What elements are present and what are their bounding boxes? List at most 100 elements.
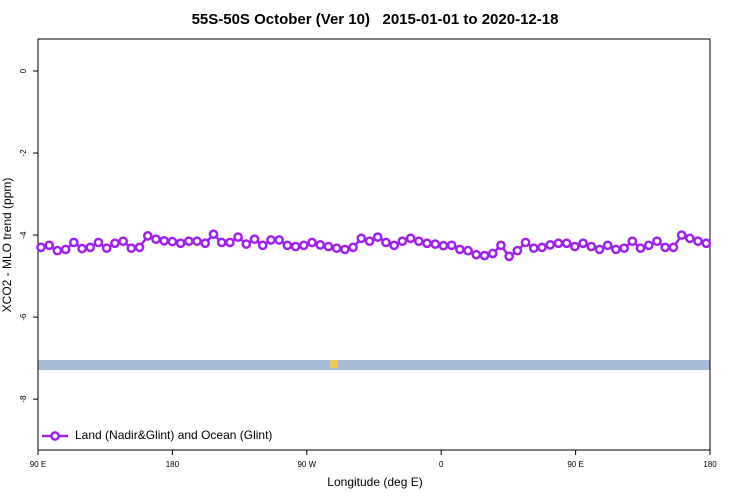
marker [487,248,498,259]
x-tick-label: 180 [166,460,180,469]
marker [471,249,482,260]
x-tick-label: 90 W [297,460,316,469]
marker [635,243,646,254]
y-axis-label: XCO2 - MLO trend (ppm) [0,178,14,313]
marker [619,243,629,254]
marker [446,240,457,251]
y-tick-label: -4 [19,231,28,239]
marker [397,236,408,247]
ocean-strip [38,360,710,370]
marker [463,245,473,256]
marker [652,236,662,247]
marker [413,236,424,247]
marker [249,234,260,245]
marker [430,239,441,249]
marker [134,242,145,253]
marker [159,235,170,246]
marker [545,240,556,250]
marker [348,242,358,253]
marker [142,231,153,241]
marker [290,241,301,252]
marker [36,242,46,253]
marker [512,245,523,256]
marker [693,236,703,247]
marker [381,237,391,248]
y-tick-label: -6 [19,313,28,321]
marker [323,241,334,252]
marker [594,244,605,255]
marker [274,235,285,245]
marker [643,240,654,251]
y-tick-label: -8 [19,395,28,403]
marker [611,244,621,255]
marker [553,238,564,249]
marker [405,233,416,244]
x-tick-label: 180 [703,460,717,469]
marker [520,237,531,248]
marker [298,240,309,251]
x-tick-label: 0 [439,460,444,469]
marker [331,243,342,254]
marker [60,244,71,255]
x-axis-label: Longitude (deg E) [327,475,422,489]
marker [504,251,514,262]
land-patch [330,360,338,368]
marker [257,240,268,251]
marker [340,244,350,255]
marker [183,236,194,247]
marker [479,250,490,261]
legend-label: Land (Nadir&Glint) and Ocean (Glint) [75,428,272,442]
marker [684,233,695,244]
marker [282,240,293,251]
marker [422,238,432,249]
marker [627,236,638,247]
marker [233,232,243,242]
y-tick-label: 0 [19,68,28,73]
marker [356,233,367,244]
marker [208,229,219,240]
marker [200,238,211,249]
marker [528,243,539,254]
marker [364,236,375,247]
marker [455,244,465,255]
marker [496,240,506,251]
x-tick-label: 90 E [567,460,583,469]
y-tick-label: -2 [19,149,28,157]
marker [110,238,120,249]
marker [578,238,588,249]
marker [126,243,137,254]
legend-marker [50,431,60,441]
marker [216,237,227,248]
marker [77,243,87,254]
marker [389,240,400,251]
marker [241,239,252,249]
marker [44,240,55,251]
marker [660,242,671,253]
marker [668,242,679,253]
marker [676,230,687,240]
marker [225,237,235,248]
marker [68,237,79,248]
marker [175,238,186,249]
x-tick-label: 90 E [30,460,46,469]
marker [101,243,112,254]
marker [438,240,449,251]
marker [372,232,383,242]
marker [586,241,597,252]
marker [570,241,580,252]
marker [561,238,572,249]
marker [118,236,128,247]
marker [192,236,202,247]
marker [537,242,547,253]
marker [315,240,326,250]
marker [167,236,178,247]
chart-title: 55S-50S October (Ver 10) 2015-01-01 to 2… [192,11,559,28]
marker [701,238,712,249]
marker [151,234,161,245]
marker [52,245,63,256]
marker [602,240,613,251]
marker [307,237,317,248]
marker [85,242,96,253]
marker [93,237,104,248]
